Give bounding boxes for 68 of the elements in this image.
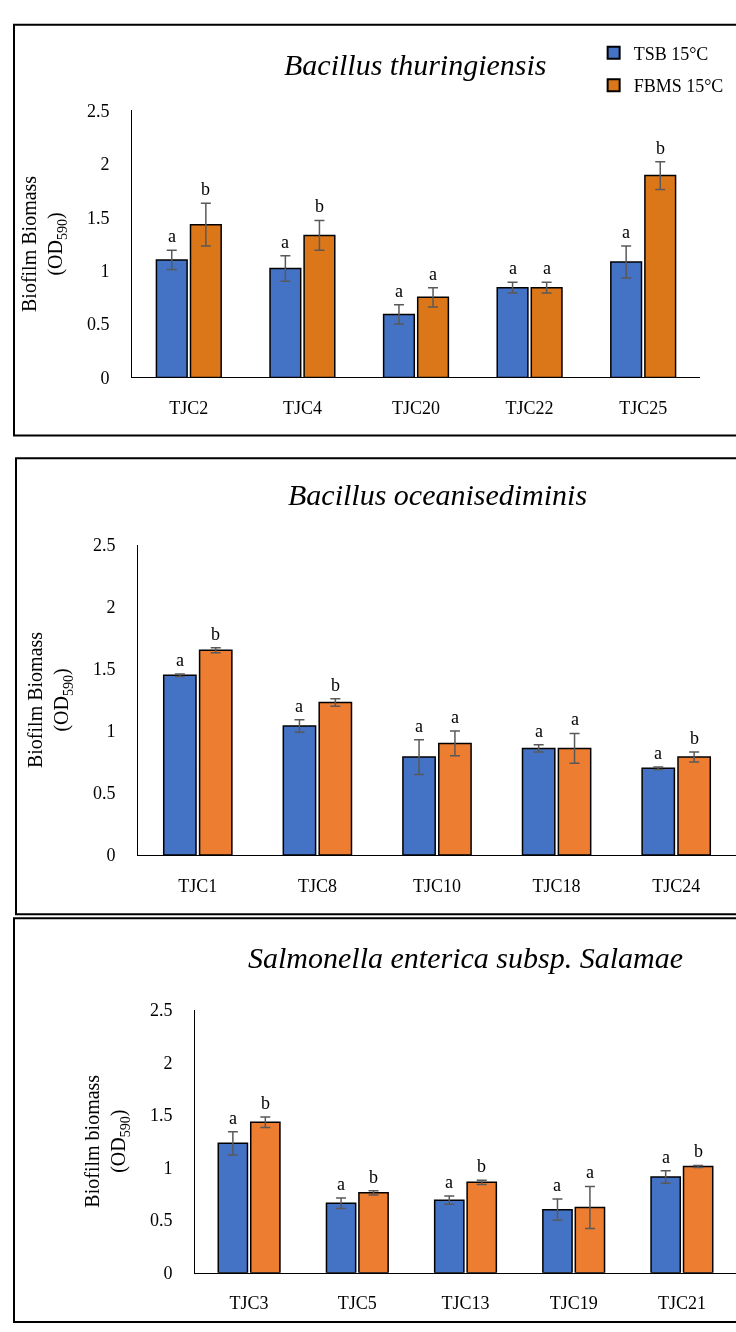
data-label: a (553, 1175, 561, 1195)
legend-label: FBMS 15°C (633, 76, 724, 97)
data-label: b (477, 1156, 486, 1176)
data-label: b (690, 728, 699, 748)
y-tick-label: 2.5 (86, 100, 110, 121)
y-tick-label: 2.5 (149, 1000, 173, 1021)
data-label: a (295, 696, 303, 716)
y-tick-label: 1.5 (86, 207, 110, 228)
data-label: b (315, 196, 324, 216)
data-label: b (694, 1141, 703, 1161)
x-tick-label: TJC8 (297, 875, 337, 896)
x-tick-label: TJC24 (652, 875, 701, 896)
x-tick-label: TJC1 (178, 875, 218, 896)
data-label: a (662, 1147, 670, 1167)
data-label: a (622, 222, 630, 242)
y-tick-label: 0 (106, 845, 116, 866)
data-label: a (571, 709, 579, 729)
data-label: b (331, 675, 340, 695)
data-label: a (337, 1174, 345, 1194)
data-label: a (509, 258, 517, 278)
data-label: b (211, 624, 220, 644)
y-tick-label: 2 (100, 154, 110, 175)
data-label: a (429, 264, 437, 284)
data-label: b (261, 1093, 270, 1113)
data-label: a (654, 743, 662, 763)
y-tick-label: 1.5 (149, 1105, 173, 1126)
data-label: a (281, 232, 289, 252)
data-label: a (229, 1108, 237, 1128)
y-tick-label: 2.5 (92, 535, 116, 556)
chart-title: Bacillus thuringiensis (284, 48, 547, 81)
x-tick-label: TJC13 (441, 1293, 490, 1314)
data-label: a (445, 1172, 453, 1192)
data-label: a (451, 707, 459, 727)
legend-label: TSB 15°C (633, 43, 709, 64)
data-label: b (201, 179, 210, 199)
x-tick-label: TJC20 (391, 398, 441, 418)
x-tick-label: TJC2 (169, 398, 209, 418)
data-label: a (535, 721, 543, 741)
y-tick-label: 0.5 (86, 314, 110, 335)
y-tick-label: 2 (163, 1052, 173, 1073)
x-tick-label: TJC21 (657, 1293, 706, 1314)
y-tick-label: 0 (163, 1263, 173, 1284)
data-label: a (168, 226, 176, 246)
y-tick-label: 0.5 (149, 1210, 173, 1231)
x-tick-label: TJC19 (549, 1293, 598, 1314)
x-tick-label: TJC22 (505, 398, 554, 418)
y-tick-label: 1 (163, 1157, 173, 1178)
x-tick-label: TJC25 (619, 398, 668, 418)
y-tick-label: 0 (100, 367, 110, 388)
y-tick-label: 0.5 (92, 783, 116, 804)
data-label: a (395, 281, 403, 301)
data-label: b (369, 1167, 378, 1187)
data-label: a (586, 1162, 594, 1182)
x-tick-label: TJC5 (337, 1293, 377, 1314)
data-label: a (176, 650, 184, 670)
x-tick-label: TJC4 (282, 398, 322, 418)
y-tick-label: 1 (100, 260, 110, 281)
data-label: b (656, 138, 665, 158)
x-tick-label: TJC3 (229, 1293, 269, 1314)
data-label: a (543, 258, 551, 278)
x-tick-label: TJC18 (532, 875, 581, 896)
data-label: a (415, 716, 423, 736)
y-tick-label: 1.5 (92, 659, 116, 680)
chart-title: Salmonella enterica subsp. Salamae (248, 941, 683, 974)
y-tick-label: 1 (106, 721, 116, 742)
y-tick-label: 2 (106, 597, 116, 618)
x-tick-label: TJC10 (412, 875, 462, 896)
chart-title: Bacillus oceanisediminis (288, 478, 588, 511)
